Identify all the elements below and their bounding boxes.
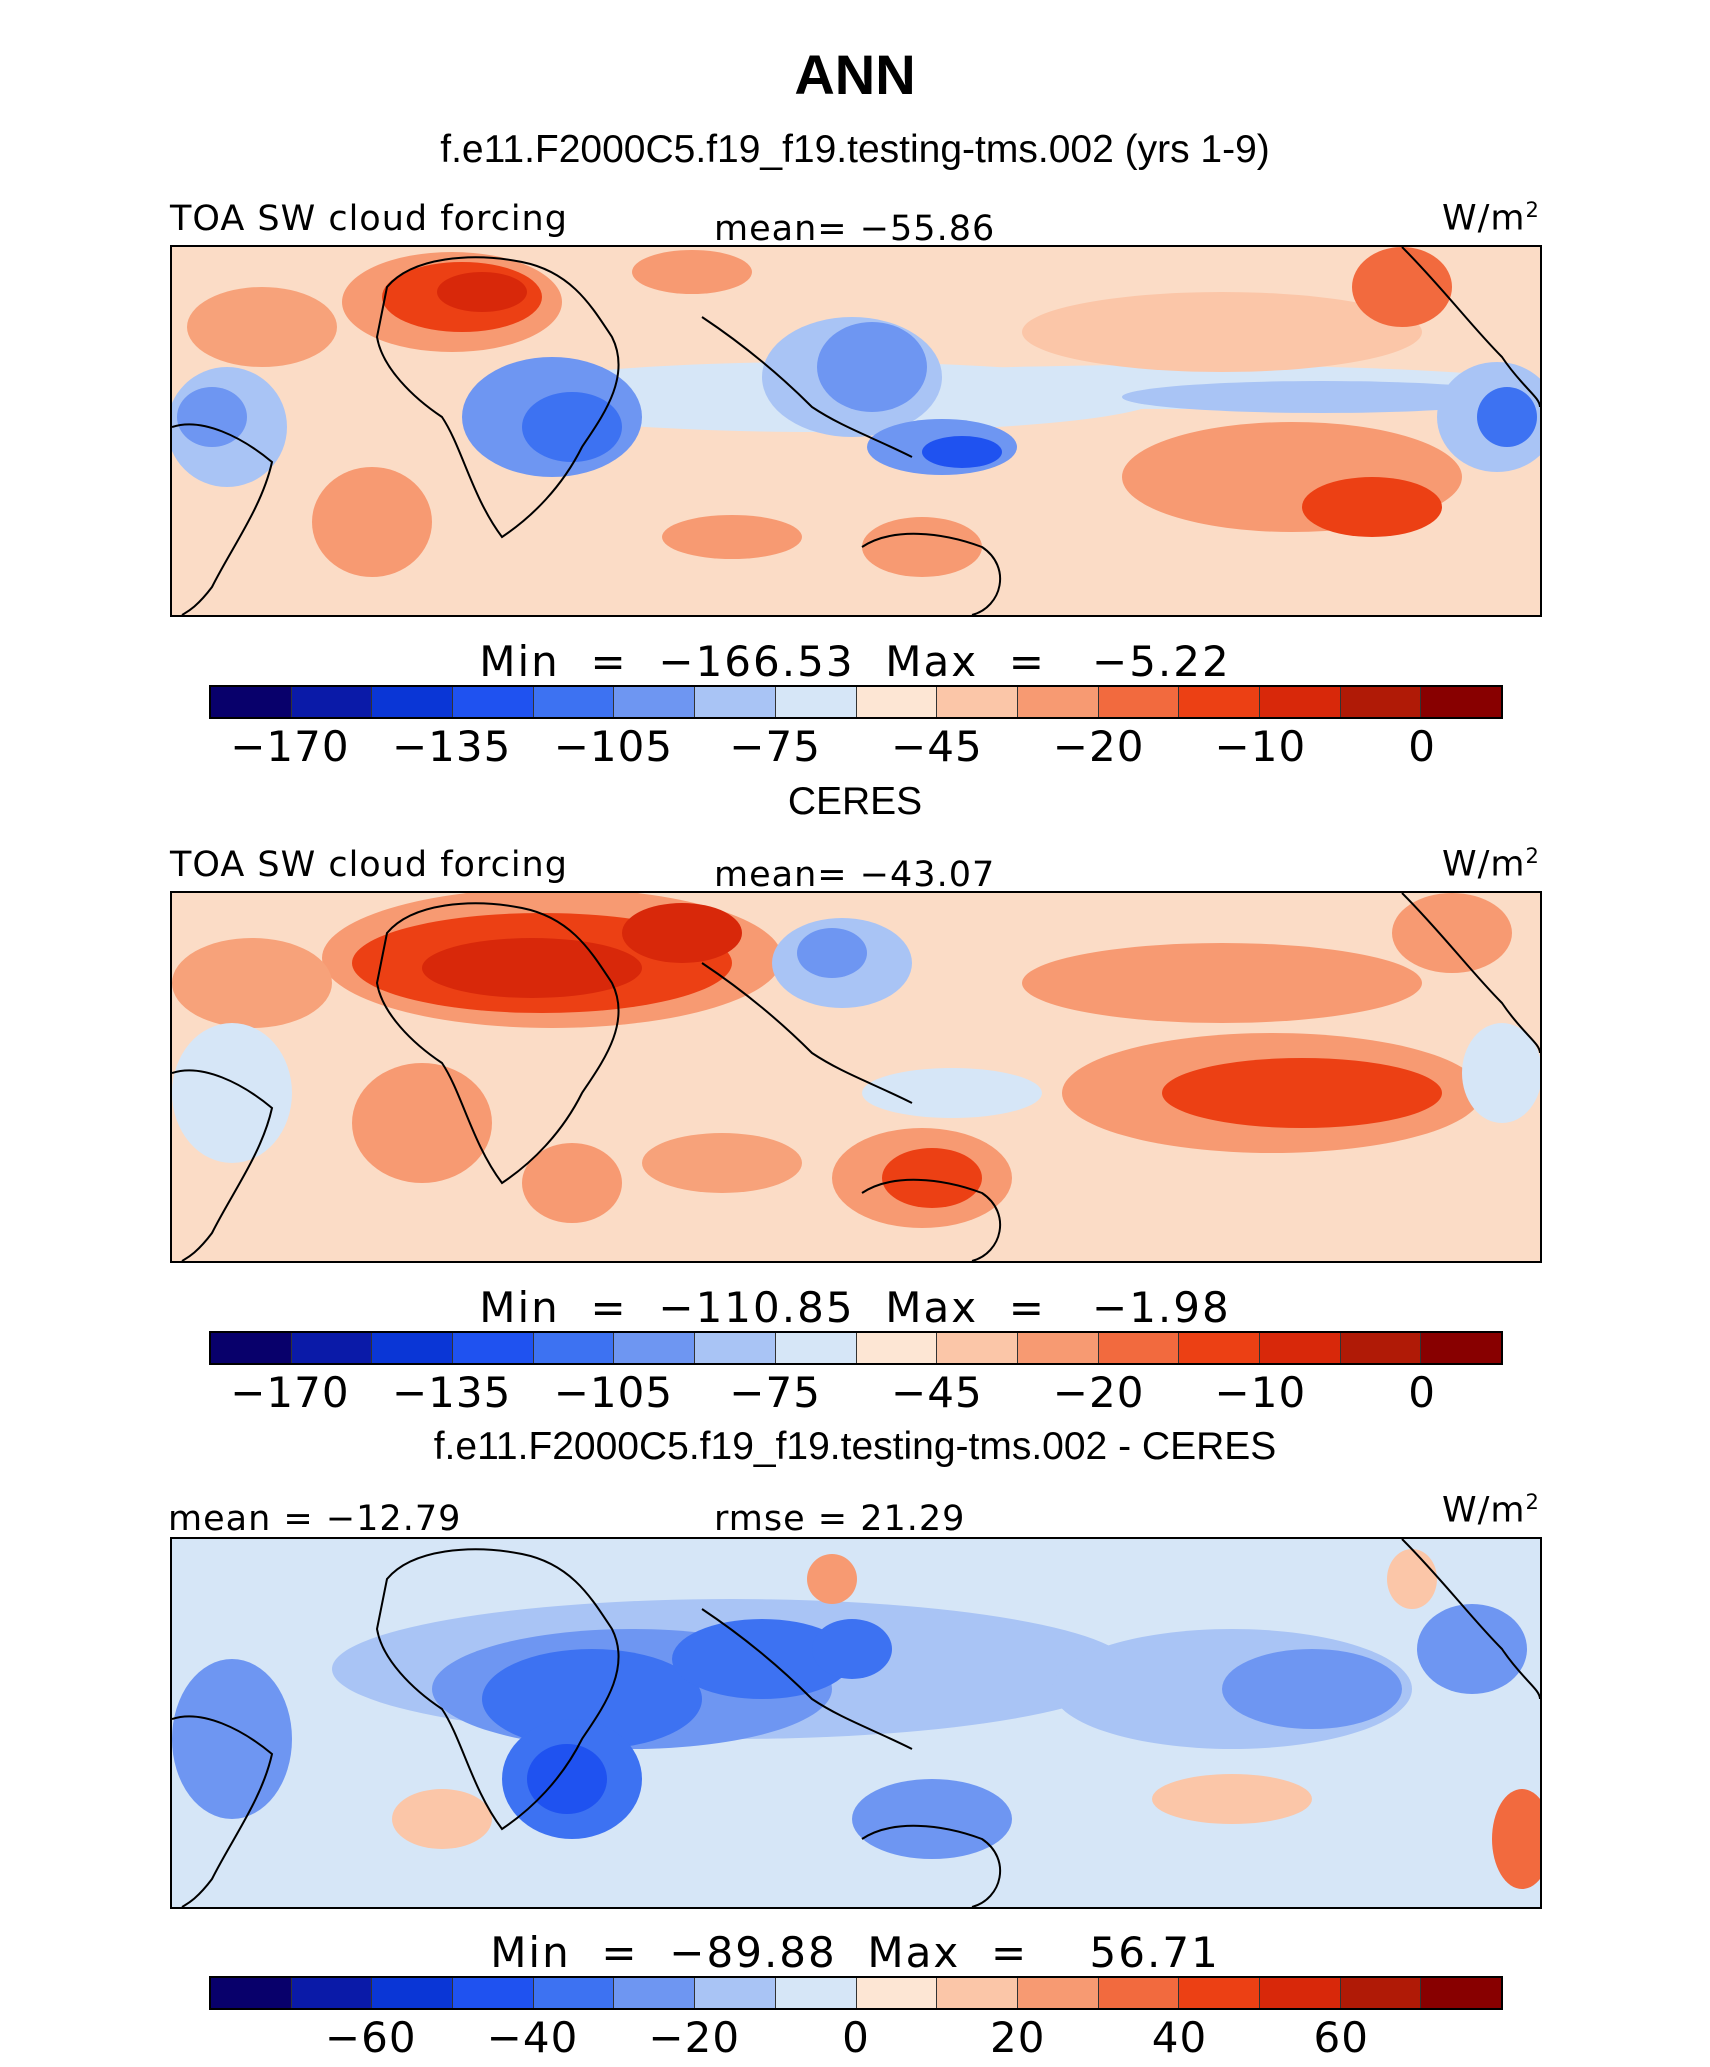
colorbar-segment xyxy=(1098,1333,1180,1363)
panel3-rmse-label: rmse = 21.29 xyxy=(714,1499,966,1539)
colorbar-tick-label: −135 xyxy=(391,722,512,771)
colorbar-segment xyxy=(614,1978,696,2008)
panel2-map xyxy=(170,891,1542,1263)
colorbar-tick-label: −45 xyxy=(891,722,983,771)
colorbar-segment xyxy=(372,687,454,717)
panel3-colorbar xyxy=(209,1976,1503,2010)
colorbar-segment xyxy=(1421,687,1501,717)
panel2-subtitle: CERES xyxy=(787,780,923,823)
colorbar-tick-label: 0 xyxy=(1408,1368,1436,1417)
colorbar-segment xyxy=(1421,1333,1501,1363)
colorbar-segment xyxy=(453,687,534,717)
panel2-minmax: Min = −110.85 Max = −1.98 xyxy=(479,1283,1231,1332)
panel3-mean-label: mean = −12.79 xyxy=(168,1499,462,1539)
panel1-subtitle: f.e11.F2000C5.f19_f19.testing-tms.002 (y… xyxy=(440,128,1270,171)
colorbar-segment xyxy=(1259,687,1341,717)
colorbar-tick-label: 0 xyxy=(1408,722,1436,771)
colorbar-segment xyxy=(937,1333,1018,1363)
panel1-map-svg xyxy=(172,247,1540,615)
colorbar-tick-label: −20 xyxy=(1052,722,1145,771)
colorbar-segment xyxy=(1017,1978,1099,2008)
colorbar-segment xyxy=(1098,1978,1180,2008)
colorbar-segment xyxy=(533,1333,615,1363)
colorbar-segment xyxy=(775,687,857,717)
colorbar-segment xyxy=(614,687,696,717)
panel1-left-label: TOA SW cloud forcing xyxy=(170,199,568,239)
colorbar-tick-label: −10 xyxy=(1214,1368,1307,1417)
colorbar-segment xyxy=(1340,687,1422,717)
colorbar-tick-label: −20 xyxy=(1052,1368,1145,1417)
colorbar-segment xyxy=(856,1333,938,1363)
panel1-minmax: Min = −166.53 Max = −5.22 xyxy=(479,637,1231,686)
colorbar-segment xyxy=(1179,1978,1260,2008)
colorbar-segment xyxy=(1179,687,1260,717)
colorbar-tick-label: 20 xyxy=(990,2013,1046,2062)
colorbar-segment xyxy=(291,1978,373,2008)
colorbar-segment xyxy=(291,1333,373,1363)
colorbar-segment xyxy=(372,1978,454,2008)
panel3-subtitle: f.e11.F2000C5.f19_f19.testing-tms.002 - … xyxy=(433,1425,1277,1468)
panel1-mean-label: mean= −55.86 xyxy=(714,209,996,249)
colorbar-segment xyxy=(695,687,776,717)
colorbar-segment xyxy=(1259,1333,1341,1363)
panel3-units: W/m2 xyxy=(1442,1490,1540,1531)
panel2-colorbar xyxy=(209,1331,1503,1365)
panel2-units: W/m2 xyxy=(1442,844,1540,885)
figure-title: ANN xyxy=(794,43,916,106)
colorbar-tick-label: −75 xyxy=(729,1368,821,1417)
colorbar-segment xyxy=(937,1978,1018,2008)
colorbar-segment xyxy=(695,1333,776,1363)
colorbar-segment xyxy=(453,1978,534,2008)
colorbar-tick-label: −45 xyxy=(891,1368,983,1417)
colorbar-tick-label: −10 xyxy=(1214,722,1307,771)
panel2-left-label: TOA SW cloud forcing xyxy=(170,845,568,885)
colorbar-segment xyxy=(1098,687,1180,717)
colorbar-tick-label: −170 xyxy=(230,1368,350,1417)
panel3-map-svg xyxy=(172,1539,1540,1907)
colorbar-segment xyxy=(695,1978,776,2008)
colorbar-segment xyxy=(1421,1978,1501,2008)
colorbar-tick-label: 60 xyxy=(1313,2013,1369,2062)
colorbar-tick-label: −60 xyxy=(324,2013,417,2062)
colorbar-segment xyxy=(372,1333,454,1363)
panel3-map xyxy=(170,1537,1542,1909)
colorbar-segment xyxy=(1340,1978,1422,2008)
panel2-mean-label: mean= −43.07 xyxy=(714,855,996,895)
colorbar-tick-label: −170 xyxy=(230,722,350,771)
colorbar-tick-label: −135 xyxy=(391,1368,512,1417)
colorbar-segment xyxy=(453,1333,534,1363)
colorbar-segment xyxy=(1179,1333,1260,1363)
colorbar-segment xyxy=(1017,687,1099,717)
colorbar-segment xyxy=(1340,1333,1422,1363)
colorbar-segment xyxy=(533,687,615,717)
colorbar-segment xyxy=(856,1978,938,2008)
panel1-map xyxy=(170,245,1542,617)
colorbar-segment xyxy=(211,1333,292,1363)
colorbar-segment xyxy=(614,1333,696,1363)
colorbar-segment xyxy=(1259,1978,1341,2008)
colorbar-segment xyxy=(1017,1333,1099,1363)
colorbar-segment xyxy=(211,1978,292,2008)
colorbar-tick-label: −20 xyxy=(648,2013,741,2062)
colorbar-tick-label: −75 xyxy=(729,722,821,771)
colorbar-segment xyxy=(533,1978,615,2008)
panel3-minmax: Min = −89.88 Max = 56.71 xyxy=(490,1928,1220,1977)
panel1-colorbar xyxy=(209,685,1503,719)
panel2-map-svg xyxy=(172,893,1540,1261)
colorbar-segment xyxy=(211,687,292,717)
panel1-units: W/m2 xyxy=(1442,198,1540,239)
colorbar-tick-label: −105 xyxy=(553,722,674,771)
colorbar-segment xyxy=(291,687,373,717)
colorbar-segment xyxy=(775,1333,857,1363)
colorbar-tick-label: −105 xyxy=(553,1368,674,1417)
colorbar-segment xyxy=(937,687,1018,717)
colorbar-tick-label: −40 xyxy=(486,2013,579,2062)
colorbar-segment xyxy=(775,1978,857,2008)
colorbar-segment xyxy=(856,687,938,717)
colorbar-tick-label: 0 xyxy=(842,2013,870,2062)
colorbar-tick-label: 40 xyxy=(1151,2013,1208,2062)
